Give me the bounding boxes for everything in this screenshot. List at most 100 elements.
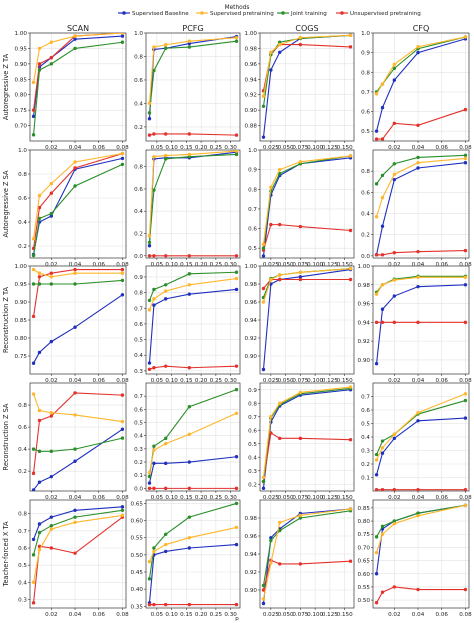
gridlines xyxy=(146,150,240,258)
panel: 0.70 0.75 0.80 0.85 0.90 0.95 1.00 0.02 0.04 0.06… xyxy=(15,31,130,151)
legend-marker xyxy=(122,11,126,15)
column-title: COGS xyxy=(295,24,318,33)
y-tick-label: 0.85 xyxy=(15,318,28,324)
y-tick-label: 1.0 xyxy=(134,31,143,37)
data-point xyxy=(348,267,353,271)
x-tick-label: 0.150 xyxy=(337,378,353,384)
data-point xyxy=(416,514,420,518)
x-tick-label: 0.06 xyxy=(436,378,449,384)
x-tick-label: 0.02 xyxy=(388,145,400,151)
data-point xyxy=(164,283,168,287)
data-point xyxy=(380,137,385,141)
data-point xyxy=(261,601,266,606)
x-tick-label: 0.30 xyxy=(224,378,237,384)
y-tick-label: 0.7 xyxy=(134,394,143,400)
data-point xyxy=(269,50,273,54)
data-point xyxy=(187,432,192,437)
data-point xyxy=(120,419,125,424)
data-point xyxy=(147,254,152,258)
data-point xyxy=(73,160,77,164)
data-point xyxy=(298,35,303,40)
data-point xyxy=(37,530,42,535)
data-point xyxy=(392,251,397,255)
data-point xyxy=(152,461,156,466)
data-point xyxy=(164,461,168,466)
data-point xyxy=(463,161,468,165)
x-tick-label: 0.025 xyxy=(263,145,279,151)
data-point xyxy=(187,152,192,157)
legend: Methods Supervised Baseline Supervised pr… xyxy=(118,5,421,17)
data-point xyxy=(463,587,468,592)
x-tick-label: 0.08 xyxy=(116,495,129,501)
data-point xyxy=(348,45,353,49)
gridlines xyxy=(373,150,469,258)
data-point xyxy=(298,270,303,274)
y-tick-label: 0.4 xyxy=(361,212,370,218)
x-tick-label: 0.06 xyxy=(436,612,449,618)
y-tick-label: 0.90 xyxy=(358,358,371,364)
series-line xyxy=(262,268,351,303)
y-tick-label: 0.3 xyxy=(248,469,257,475)
x-tick-label: 0.10 xyxy=(165,262,178,268)
data-point xyxy=(73,34,77,38)
panel-frame xyxy=(29,382,127,492)
data-point xyxy=(380,253,385,257)
series-line xyxy=(262,510,351,586)
panel-frame xyxy=(29,149,127,259)
gridlines xyxy=(260,32,354,141)
data-point xyxy=(164,43,168,47)
data-point xyxy=(31,133,36,137)
panel: 0.5 0.6 0.7 0.8 0.9 1.0 0.02 0.04 0.06 0.08 xyxy=(361,31,472,151)
y-tick-label: 0.4 xyxy=(18,580,27,586)
data-point xyxy=(234,501,239,506)
data-point xyxy=(152,303,156,307)
panel: 0.3 0.4 0.5 0.6 0.7 0.8 0.02 0.04 0.06 0.08 xyxy=(18,499,129,618)
data-point xyxy=(147,244,152,248)
data-point xyxy=(152,549,156,554)
panels: 0.70 0.75 0.80 0.85 0.90 0.95 1.00 0.02 0.04 0.06… xyxy=(15,31,473,618)
series-line xyxy=(262,34,351,138)
panel-frame xyxy=(145,32,241,142)
data-point xyxy=(120,513,125,518)
data-point xyxy=(463,398,468,403)
y-tick-label: 0.3 xyxy=(18,597,27,603)
series-line xyxy=(376,400,466,455)
data-point xyxy=(278,277,282,282)
data-point xyxy=(31,447,36,451)
data-point xyxy=(152,254,156,258)
y-tick-label: 0.50 xyxy=(131,553,144,559)
series-line xyxy=(149,365,237,370)
y-tick-label: 0.88 xyxy=(245,124,258,130)
data-point xyxy=(164,132,168,136)
data-point xyxy=(463,107,468,112)
data-point xyxy=(164,46,168,50)
data-point xyxy=(392,162,397,166)
y-tick-label: 0.4 xyxy=(134,101,143,107)
x-tick-label: 0.05 xyxy=(151,378,164,384)
panel-frame xyxy=(145,499,241,609)
y-tick-label: 0.92 xyxy=(358,339,370,345)
y-tick-label: 0.90 xyxy=(15,62,28,68)
data-point xyxy=(73,282,77,286)
data-point xyxy=(269,415,273,419)
x-tick-label: 0.04 xyxy=(69,495,82,501)
data-point xyxy=(120,278,125,283)
data-point xyxy=(152,132,156,136)
y-tick-label: 0.4 xyxy=(361,435,370,441)
data-point xyxy=(392,121,397,126)
x-tick-label: 0.15 xyxy=(180,612,193,618)
data-point xyxy=(380,105,385,110)
panel-frame xyxy=(145,149,241,259)
data-point xyxy=(73,391,77,395)
data-point xyxy=(37,418,42,423)
x-tick-label: 0.10 xyxy=(165,145,178,151)
series-line xyxy=(376,417,466,475)
y-tick-label: 0.8 xyxy=(134,165,143,171)
data-point xyxy=(187,602,192,607)
y-tick-label: 0.7 xyxy=(361,90,370,96)
panel-frame xyxy=(259,149,355,259)
y-tick-label: 0.1 xyxy=(134,473,143,479)
y-tick-label: 1.0 xyxy=(361,31,370,37)
data-point xyxy=(380,590,385,594)
x-tick-label: 0.10 xyxy=(165,612,178,618)
